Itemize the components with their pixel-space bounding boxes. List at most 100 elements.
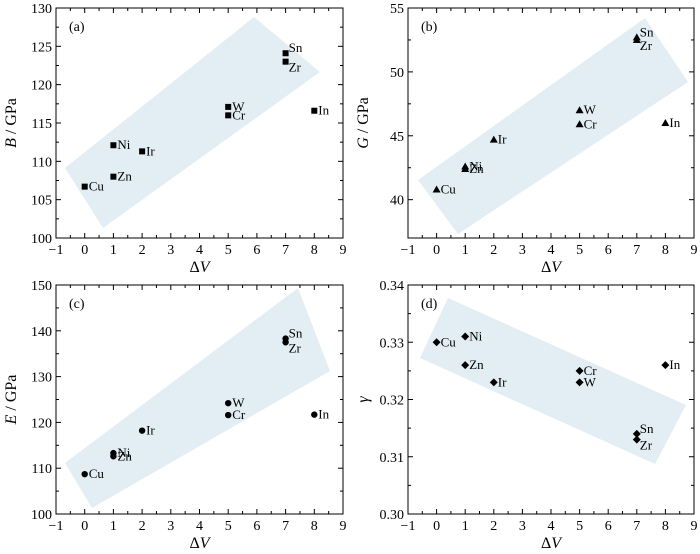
x-tick-label: 3 xyxy=(519,243,526,258)
x-tick-label: 2 xyxy=(139,519,146,534)
y-tick-label: 125 xyxy=(31,40,52,55)
x-tick-label: 8 xyxy=(311,243,318,258)
x-tick-label: −1 xyxy=(401,243,416,258)
point-label-zn: Zn xyxy=(469,161,484,176)
point-label-cr: Cr xyxy=(232,107,246,122)
data-point-zn xyxy=(110,453,117,460)
x-tick-label: 0 xyxy=(81,243,88,258)
y-tick-label: 0.34 xyxy=(380,279,405,294)
data-point-in xyxy=(311,107,318,114)
point-label-ni: Ni xyxy=(117,445,130,460)
point-label-cr: Cr xyxy=(584,116,598,131)
x-tick-label: 7 xyxy=(633,519,640,534)
y-tick-label: 0.32 xyxy=(380,394,405,409)
point-label-ni: Ni xyxy=(117,137,130,152)
point-label-zn: Zn xyxy=(117,448,132,463)
point-label-w: W xyxy=(584,102,597,117)
x-tick-label: 0 xyxy=(81,519,88,534)
x-tick-label: −1 xyxy=(401,519,416,534)
y-tick-label: 100 xyxy=(31,232,52,247)
panel-label: (d) xyxy=(421,297,438,312)
data-point-zr xyxy=(282,58,289,65)
point-label-zn: Zn xyxy=(117,169,132,184)
data-point-cu xyxy=(81,183,88,190)
x-tick-label: 2 xyxy=(139,243,146,258)
x-tick-label: 3 xyxy=(519,519,526,534)
point-label-zr: Zr xyxy=(289,340,302,355)
x-tick-label: 8 xyxy=(662,519,669,534)
y-axis-label: γ xyxy=(355,396,372,403)
data-point-w xyxy=(225,103,232,110)
point-label-zr: Zr xyxy=(640,38,653,53)
x-tick-label: 7 xyxy=(282,243,289,258)
data-point-cr xyxy=(225,411,232,419)
point-label-sn: Sn xyxy=(289,40,303,55)
y-tick-label: 110 xyxy=(32,155,52,170)
x-tick-label: 2 xyxy=(490,243,497,258)
data-point-zn xyxy=(461,165,470,172)
y-tick-label: 110 xyxy=(32,462,52,477)
point-label-zr: Zr xyxy=(640,438,653,453)
point-label-sn: Sn xyxy=(289,326,303,341)
x-tick-label: 4 xyxy=(196,243,203,258)
point-label-ir: Ir xyxy=(498,374,507,389)
data-point-cr xyxy=(225,112,232,119)
x-tick-label: 0 xyxy=(433,243,440,258)
y-tick-label: 0.33 xyxy=(380,336,405,351)
data-point-cr xyxy=(575,366,584,375)
point-label-cu: Cu xyxy=(89,179,105,194)
data-point-cr xyxy=(575,120,584,128)
data-point-ni xyxy=(461,332,470,341)
data-point-zr xyxy=(632,35,641,43)
x-tick-label: 6 xyxy=(605,519,612,534)
x-axis-label: ΔV xyxy=(541,535,563,552)
data-point-ir xyxy=(139,148,146,155)
data-point-cu xyxy=(432,338,441,347)
x-tick-label: 0 xyxy=(433,519,440,534)
y-tick-label: 0.30 xyxy=(380,508,405,523)
point-label-ir: Ir xyxy=(498,132,507,147)
y-tick-label: 0.31 xyxy=(380,451,405,466)
y-tick-label: 55 xyxy=(390,2,404,17)
x-tick-label: 8 xyxy=(311,519,318,534)
x-axis-label: ΔV xyxy=(541,259,563,276)
trend-band xyxy=(420,298,686,464)
x-tick-label: 9 xyxy=(340,243,347,258)
point-label-in: In xyxy=(669,115,680,130)
x-tick-label: 5 xyxy=(576,243,583,258)
x-tick-label: 4 xyxy=(548,519,555,534)
data-point-w xyxy=(575,378,584,387)
x-tick-label: 6 xyxy=(253,519,260,534)
panel-d: −1 0 1 2 3 4 5 6 7 8 9 0.30 0.31 0.32 0.33 0.34 (d) ΔV γ Cu… xyxy=(355,279,698,552)
y-tick-label: 130 xyxy=(31,371,52,386)
point-label-w: W xyxy=(232,395,245,410)
y-tick-label: 120 xyxy=(31,416,52,431)
point-label-in: In xyxy=(669,357,680,372)
point-label-in: In xyxy=(318,407,329,422)
data-point-ir xyxy=(138,427,146,434)
trend-band xyxy=(418,18,688,234)
panel-label: (a) xyxy=(69,20,85,35)
y-tick-label: 100 xyxy=(31,508,52,523)
y-tick-label: 105 xyxy=(31,194,52,209)
point-label-ir: Ir xyxy=(146,143,155,158)
data-point-in xyxy=(661,361,670,370)
y-tick-label: 115 xyxy=(32,117,52,132)
data-point-zn xyxy=(110,173,117,180)
x-tick-label: 1 xyxy=(110,243,117,258)
point-label-ir: Ir xyxy=(146,423,155,438)
point-label-ni: Ni xyxy=(469,329,482,344)
x-tick-label: −1 xyxy=(49,519,64,534)
x-tick-label: 9 xyxy=(340,519,347,534)
x-tick-label: 3 xyxy=(167,243,174,258)
point-label-ni: Ni xyxy=(469,158,482,173)
x-tick-label: 4 xyxy=(196,519,203,534)
x-tick-label: 9 xyxy=(691,243,698,258)
point-label-w: W xyxy=(232,99,245,114)
x-tick-label: 6 xyxy=(605,243,612,258)
data-point-ir xyxy=(489,135,498,143)
point-label-in: In xyxy=(318,103,329,118)
y-axis-label: G / GPa xyxy=(355,97,372,149)
trend-band xyxy=(65,288,330,508)
data-point-cu xyxy=(81,470,88,478)
